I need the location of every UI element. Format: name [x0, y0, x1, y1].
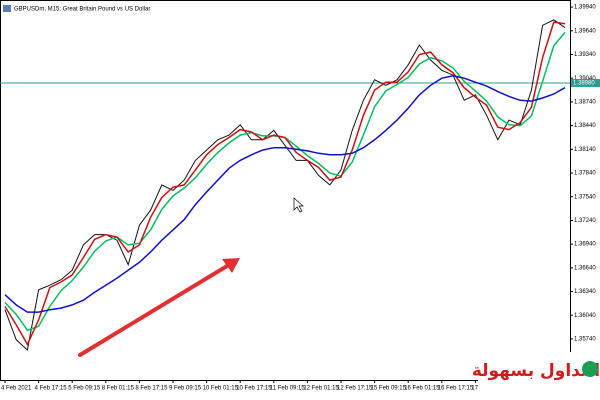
- y-tick-label: 1.38740: [574, 99, 596, 105]
- y-tick-label: 1.35740: [574, 336, 596, 342]
- x-tick-label: 12 Feb 17:15: [337, 386, 373, 392]
- y-tick-label: 1.38440: [574, 123, 596, 129]
- y-tick-label: 1.39040: [574, 76, 596, 82]
- watermark-bg: [478, 352, 600, 400]
- price-label: 1.38980: [573, 81, 595, 87]
- price-label-bg: [571, 78, 600, 87]
- annotation-arrow-head: [222, 258, 240, 273]
- y-tick-label: 1.36640: [574, 265, 596, 271]
- x-tick-label: 8 Feb 01:15: [102, 386, 135, 392]
- x-tick-label: 8 Feb 17:15: [135, 386, 168, 392]
- watermark-text: التداول بسهولة: [472, 361, 600, 381]
- y-tick-label: 1.39940: [574, 5, 596, 11]
- plot: 1.39940 1.39640 1.39340 1.39040 1.38740 1.384…: [0, 5, 600, 392]
- y-tick-label: 1.37240: [574, 218, 596, 224]
- y-tick-label: 1.36340: [574, 289, 596, 295]
- x-tick-label: 9 Feb 09:15: [169, 386, 202, 392]
- series-line: [4, 75, 566, 313]
- x-tick-label: 5 Feb 09:15: [68, 386, 101, 392]
- x-tick-label: 15 Feb 09:15: [371, 386, 407, 392]
- series-line: [4, 31, 566, 332]
- watermark-logo: [582, 361, 598, 377]
- chart-title: GBPUSDm, M15: Great Britain Pound vs US …: [14, 7, 150, 13]
- series-line: [4, 19, 566, 351]
- title-icon: [3, 5, 11, 12]
- y-tick-label: 1.39640: [574, 28, 596, 34]
- x-tick-label: 4 Feb 17:15: [35, 386, 68, 392]
- y-tick-label: 1.37840: [574, 171, 596, 177]
- x-tick-label: 4 Feb 2021: [1, 386, 32, 392]
- annotation-arrow: [78, 261, 234, 357]
- series-line: [4, 21, 566, 347]
- mouse-cursor: [293, 197, 304, 213]
- x-tick-label: 16 Feb 17:15: [438, 386, 474, 392]
- x-tick-label: 10 Feb 01:15: [203, 386, 239, 392]
- y-tick-label: 1.38140: [574, 147, 596, 153]
- x-tick-label: 11 Feb 09:15: [270, 386, 306, 392]
- y-tick-label: 1.36040: [574, 313, 596, 319]
- x-tick-label: 16 Feb 01:15: [404, 386, 440, 392]
- y-tick-label: 1.39340: [574, 52, 596, 58]
- plot-frame: [0, 0, 571, 381]
- y-tick-label: 1.36940: [574, 242, 596, 248]
- x-tick-label: 10 Feb 17:15: [236, 386, 272, 392]
- x-tick-label: 12 Feb 01:15: [303, 386, 339, 392]
- y-tick-label: 1.37540: [574, 194, 596, 200]
